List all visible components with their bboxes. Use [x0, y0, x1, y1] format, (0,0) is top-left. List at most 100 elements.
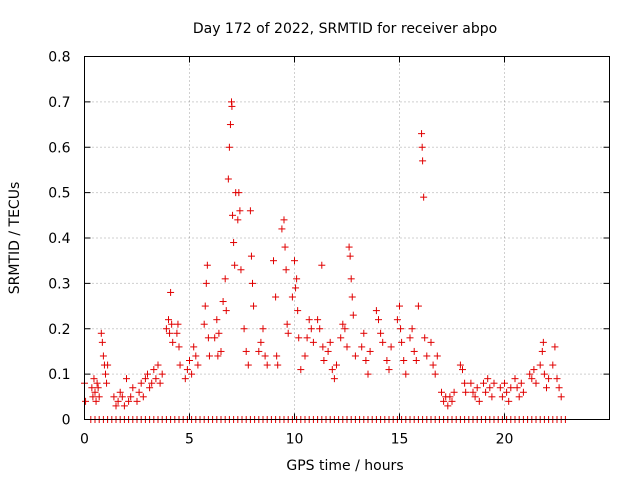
x-tick-label: 0	[80, 432, 89, 448]
data-point	[462, 388, 470, 396]
data-point	[526, 370, 534, 378]
data-point	[203, 261, 211, 269]
data-point	[295, 334, 303, 342]
data-point	[95, 393, 103, 401]
data-point	[90, 375, 98, 383]
data-point	[89, 393, 97, 401]
data-point	[224, 175, 232, 183]
data-point	[104, 361, 112, 369]
data-point	[539, 338, 547, 346]
data-point	[419, 157, 427, 165]
data-point	[240, 325, 248, 333]
data-point	[347, 275, 355, 283]
data-point	[118, 393, 126, 401]
data-point	[328, 366, 336, 374]
data-point	[528, 375, 536, 383]
data-point	[309, 338, 317, 346]
data-point	[551, 343, 559, 351]
data-point	[543, 384, 550, 392]
y-tick-label: 0.1	[48, 367, 70, 383]
data-point	[97, 329, 105, 337]
data-point	[261, 352, 269, 360]
data-point	[152, 375, 160, 383]
data-point	[162, 325, 170, 333]
data-point	[301, 352, 309, 360]
data-point	[133, 397, 141, 405]
data-point	[433, 352, 441, 360]
data-point	[169, 338, 177, 346]
data-point	[473, 384, 481, 392]
data-point	[237, 266, 245, 274]
data-point	[272, 293, 280, 301]
data-point	[431, 370, 439, 378]
data-point	[406, 334, 414, 342]
data-point	[281, 243, 289, 251]
data-point	[513, 384, 521, 392]
data-point	[414, 302, 422, 310]
data-point	[511, 375, 519, 383]
data-point	[103, 379, 111, 387]
data-point	[532, 379, 540, 387]
grid-lines	[84, 56, 610, 420]
data-point	[427, 338, 435, 346]
data-point	[144, 370, 151, 378]
data-point	[408, 325, 416, 333]
data-point	[137, 379, 145, 387]
data-point	[333, 361, 340, 369]
data-point	[181, 375, 189, 383]
data-point	[270, 257, 277, 265]
data-point	[421, 334, 429, 342]
data-point	[362, 357, 370, 365]
data-point	[320, 357, 328, 365]
data-point	[450, 388, 458, 396]
data-point	[236, 207, 244, 215]
data-point	[349, 311, 357, 319]
data-point	[154, 361, 162, 369]
data-point	[418, 130, 426, 138]
data-point	[88, 384, 96, 392]
data-point	[112, 402, 120, 410]
x-tick-label: 10	[286, 432, 304, 448]
data-point	[364, 370, 372, 378]
plot-frame	[84, 56, 610, 420]
data-point	[225, 143, 233, 151]
data-point	[498, 393, 506, 401]
x-tick-label: 20	[496, 432, 514, 448]
data-point	[259, 325, 267, 333]
data-point	[456, 361, 464, 369]
data-point	[461, 379, 469, 387]
data-point	[459, 366, 466, 374]
x-axis-label: GPS time / hours	[286, 458, 403, 474]
x-axis-ticks: 0 5 10 15 20	[80, 56, 514, 448]
data-point	[231, 261, 239, 269]
data-point	[348, 293, 356, 301]
data-point	[168, 320, 176, 328]
data-point	[120, 402, 128, 410]
data-point	[125, 397, 133, 405]
data-point	[471, 393, 479, 401]
data-point	[486, 384, 494, 392]
data-point	[174, 320, 182, 328]
data-point	[127, 393, 135, 401]
data-point	[346, 252, 354, 260]
data-points	[81, 98, 569, 423]
data-point	[186, 357, 193, 365]
data-point	[141, 375, 149, 383]
data-point	[135, 388, 143, 396]
data-point	[400, 357, 408, 365]
data-point	[242, 347, 250, 355]
data-point	[507, 384, 515, 392]
data-point	[150, 366, 158, 374]
data-point	[366, 347, 374, 355]
data-point	[545, 375, 553, 383]
data-point	[319, 343, 327, 351]
data-point	[188, 370, 196, 378]
data-point	[228, 102, 236, 110]
data-point	[282, 266, 290, 274]
data-point	[549, 361, 557, 369]
data-point	[438, 388, 445, 396]
data-point	[183, 366, 191, 374]
data-point	[379, 338, 387, 346]
data-point	[176, 361, 184, 369]
